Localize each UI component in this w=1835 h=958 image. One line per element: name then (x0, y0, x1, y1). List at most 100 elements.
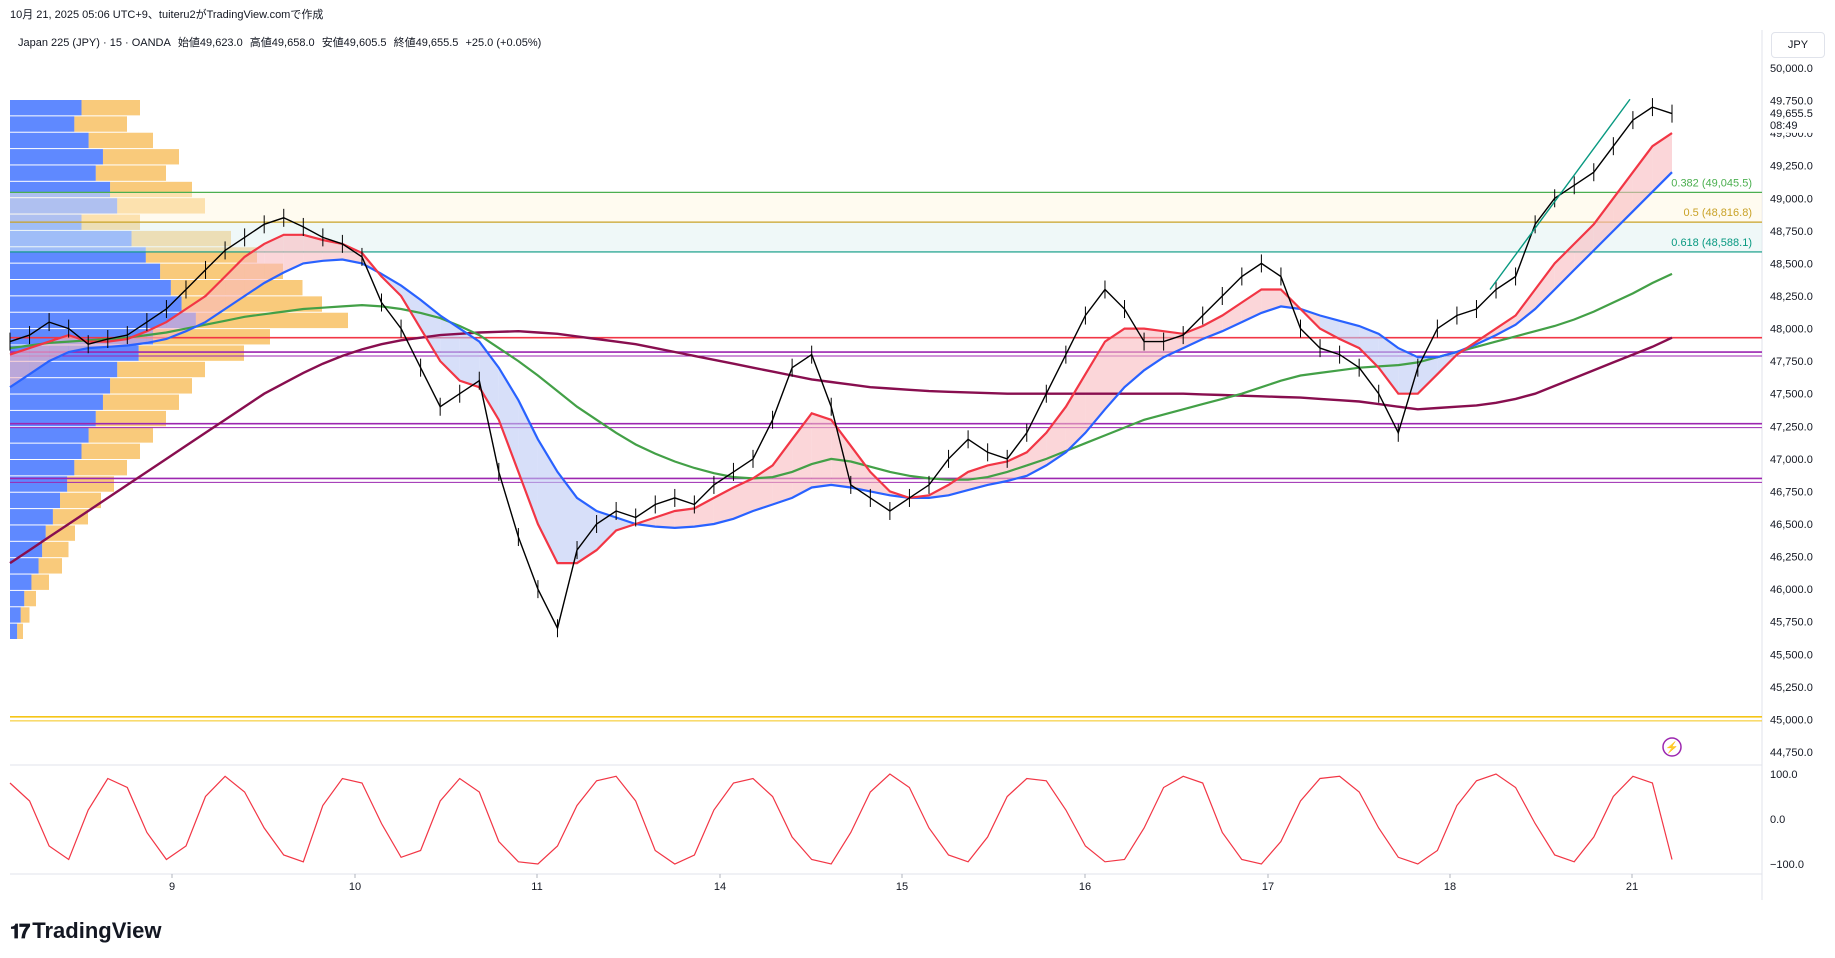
ema-fast-line (9, 132, 1673, 565)
ema-cloud-segment (205, 276, 226, 323)
ema-cloud-segment (186, 296, 206, 332)
price-tick-label: 46,500.0 (1770, 519, 1813, 531)
volume-profile-bar-sell (138, 345, 244, 361)
ema-cloud-segment (1124, 328, 1145, 388)
change-value: +25.0 (+0.05%) (465, 37, 542, 49)
ema-cloud-segment (322, 240, 343, 261)
ema-cloud-segment (987, 461, 1008, 485)
ema-cloud-segment (1574, 224, 1594, 270)
price-line (9, 106, 1673, 631)
ema-cloud-segment (713, 487, 734, 524)
ema-cloud-segment (1359, 326, 1379, 368)
volume-profile-bar-sell (52, 509, 88, 525)
ema-cloud-segment (772, 439, 793, 505)
ema-cloud-segment (1652, 133, 1672, 192)
ema-cloud-segment (283, 234, 304, 273)
price-tick-label: 49,250.0 (1770, 161, 1813, 173)
ema-cloud-segment (850, 445, 871, 492)
price-tick-label: 49,000.0 (1770, 193, 1813, 205)
ema-cloud-segment (479, 341, 499, 420)
ema-cloud-segment (29, 341, 50, 375)
volume-profile-bar-sell (17, 623, 23, 639)
price-tick-label: 48,250.0 (1770, 291, 1813, 303)
price-tick-label: 45,500.0 (1770, 649, 1813, 661)
time-tick-label: 21 (1626, 881, 1638, 893)
fib-zone-upper (10, 192, 1762, 223)
sma-maroon-line (9, 329, 1673, 565)
oscillator-tick-label: 100.0 (1770, 769, 1798, 781)
ema-cloud-segment (1417, 357, 1438, 394)
volume-profile-bar-buy (10, 509, 53, 525)
volume-profile-bar-sell (20, 607, 30, 623)
symbol-name[interactable]: Japan 225 (JPY) · 15 · OANDA (18, 37, 171, 49)
volume-profile-bar-sell (81, 100, 140, 116)
ema-cloud-segment (1632, 146, 1653, 212)
volume-profile-bar-sell (42, 541, 69, 558)
volume-profile-bar-buy (10, 443, 82, 459)
ema-cloud-segment (655, 511, 675, 528)
volume-profile-bar-buy (10, 132, 89, 149)
volume-profile-bar-sell (67, 476, 114, 492)
ema-cloud-segment (225, 256, 245, 309)
ema-cloud-segment (733, 478, 753, 519)
ema-cloud-segment (1593, 198, 1614, 251)
time-tick-label: 16 (1079, 881, 1091, 893)
ema-cloud-segment (831, 419, 851, 488)
price-tag-countdown: 08:49 (1770, 120, 1798, 132)
ema-cloud-segment (557, 471, 577, 564)
currency-label[interactable]: JPY (1771, 32, 1825, 58)
time-tick-label: 18 (1444, 881, 1456, 893)
ema-cloud-segment (1026, 432, 1047, 476)
volume-profile-bar-sell (88, 427, 153, 443)
time-tick-label: 14 (714, 881, 726, 893)
volume-profile-bar-buy (10, 476, 68, 492)
time-tick-label: 10 (349, 881, 361, 893)
symbol-legend: Japan 225 (JPY) · 15 · OANDA 始値49,623.0 … (18, 34, 545, 50)
ema-cloud-segment (68, 335, 89, 352)
volume-profile-bar-sell (102, 149, 179, 165)
ema-cloud-segment (1496, 315, 1516, 336)
low-value: 安値49,605.5 (321, 37, 387, 49)
time-tick-label: 15 (896, 881, 908, 893)
ema-cloud-segment (616, 517, 636, 531)
fib-level-label: 0.5 (48,816.8) (1684, 207, 1753, 219)
volume-profile-bar-sell (110, 378, 192, 394)
ema-mid-line (9, 171, 1673, 530)
ema-cloud-segment (1163, 331, 1184, 358)
ema-cloud-segment (1183, 326, 1203, 349)
price-tick-label: 47,250.0 (1770, 421, 1813, 433)
ema-cloud-segment (1613, 172, 1633, 231)
ema-cloud-segment (1085, 341, 1105, 433)
fib-level-label: 0.382 (49,045.5) (1671, 177, 1752, 189)
price-tick-label: 47,500.0 (1770, 389, 1813, 401)
volume-profile-bar-buy (10, 165, 96, 181)
ema-cloud-segment (1535, 263, 1555, 309)
oscillator-tick-label: −100.0 (1770, 859, 1804, 871)
volume-profile-bar-buy (10, 296, 182, 312)
price-tick-label: 46,250.0 (1770, 552, 1813, 564)
time-tick-label: 17 (1262, 881, 1274, 893)
ema-cloud-segment (1241, 289, 1262, 323)
volume-profile-bar-sell (102, 394, 179, 410)
ema-cloud-segment (948, 471, 969, 496)
price-tick-label: 45,250.0 (1770, 682, 1813, 694)
ema-cloud-segment (1046, 406, 1066, 466)
volume-profile-bar-buy (10, 149, 103, 165)
price-tag-box (1764, 104, 1824, 133)
ema-cloud-segment (1554, 243, 1575, 290)
price-tick-label: 48,000.0 (1770, 324, 1813, 336)
volume-profile-bar-sell (88, 132, 153, 149)
volume-profile-bar-sell (95, 410, 166, 427)
price-tick-label: 49,750.0 (1770, 96, 1813, 108)
ema-cloud-segment (1065, 374, 1086, 453)
volume-profile-bar-sell (60, 492, 101, 509)
tradingview-brand[interactable]: 𝟏𝟕 TradingView (10, 918, 161, 944)
volume-profile-bar-buy (10, 410, 96, 427)
ema-cloud-segment (303, 234, 323, 264)
tradingview-logo-icon: 𝟏𝟕 (10, 921, 30, 943)
volume-profile-bar-buy (10, 623, 18, 639)
open-value: 始値49,623.0 (177, 37, 243, 49)
volume-profile-bar-buy (10, 590, 25, 607)
volume-profile-bar-buy (10, 574, 32, 590)
